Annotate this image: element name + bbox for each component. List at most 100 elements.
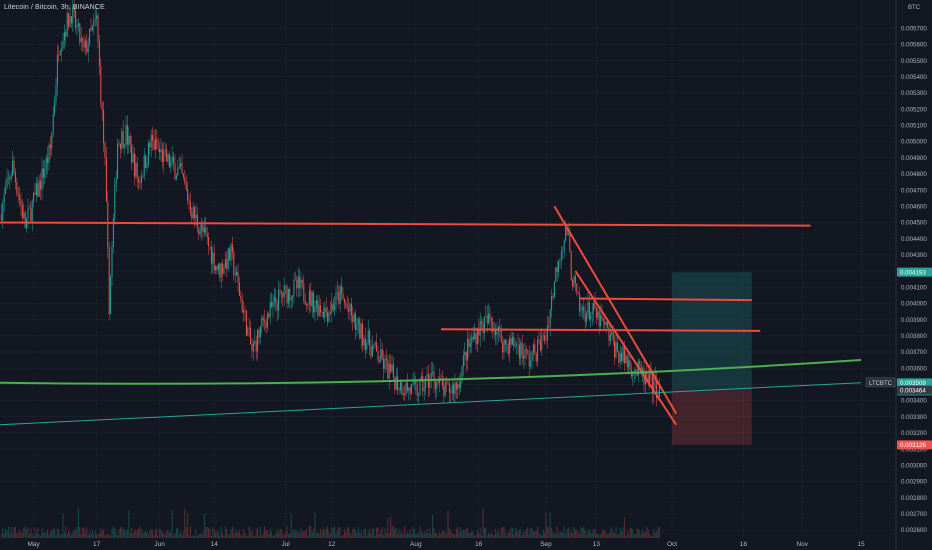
candle-body bbox=[518, 344, 520, 359]
volume-bar bbox=[465, 528, 467, 538]
candle-body bbox=[24, 212, 26, 228]
volume-bar bbox=[44, 532, 46, 538]
volume-bar bbox=[609, 530, 611, 538]
volume-bar bbox=[89, 532, 91, 538]
volume-bar bbox=[444, 530, 446, 538]
volume-bar bbox=[133, 529, 135, 538]
volume-bar bbox=[154, 530, 156, 538]
candle-body bbox=[13, 160, 15, 173]
candle-body bbox=[541, 335, 543, 351]
candle-body bbox=[623, 346, 625, 364]
candle-body bbox=[399, 382, 401, 391]
volume-bar bbox=[434, 532, 436, 538]
volume-bar bbox=[87, 534, 89, 538]
candle-body bbox=[364, 338, 366, 350]
volume-bar bbox=[387, 517, 389, 538]
y-tick-label: 0.003400 bbox=[901, 398, 927, 405]
candle-body bbox=[513, 336, 515, 347]
candle-body bbox=[89, 28, 91, 46]
candle-body bbox=[563, 240, 565, 252]
volume-bar bbox=[642, 528, 644, 538]
candle-body bbox=[90, 28, 92, 31]
candle-body bbox=[443, 385, 445, 396]
candle-body bbox=[597, 311, 599, 318]
volume-bar bbox=[20, 532, 22, 538]
volume-bar bbox=[517, 531, 519, 538]
volume-bar bbox=[27, 527, 29, 538]
candle-body bbox=[174, 163, 176, 180]
volume-bar bbox=[153, 534, 155, 538]
candle-body bbox=[420, 376, 422, 381]
candle-body bbox=[544, 335, 546, 341]
candle-body bbox=[314, 306, 316, 313]
candle-body bbox=[230, 244, 232, 261]
candle-body bbox=[331, 303, 333, 313]
candle-body bbox=[378, 360, 380, 362]
volume-bar bbox=[625, 535, 627, 538]
volume-bar bbox=[66, 533, 68, 538]
volume-bar bbox=[588, 529, 590, 538]
candle-body bbox=[566, 227, 568, 236]
candle-body bbox=[461, 366, 463, 382]
volume-bar bbox=[441, 530, 443, 538]
candle-body bbox=[203, 227, 205, 233]
volume-bar bbox=[191, 535, 193, 538]
candle-body bbox=[287, 288, 289, 304]
volume-bar bbox=[173, 535, 175, 538]
candle-body bbox=[213, 252, 215, 271]
volume-bar bbox=[619, 527, 621, 538]
candle-body bbox=[73, 6, 75, 11]
candle-body bbox=[110, 276, 112, 315]
candle-body bbox=[86, 40, 88, 53]
volume-bar bbox=[201, 534, 203, 538]
volume-bar bbox=[252, 535, 254, 538]
candle-body bbox=[244, 310, 246, 311]
candle-body bbox=[164, 149, 166, 150]
candle-body bbox=[75, 10, 77, 28]
candle-body bbox=[328, 312, 330, 322]
volume-bar bbox=[460, 527, 462, 538]
volume-bar bbox=[301, 531, 303, 538]
candle-body bbox=[292, 295, 294, 299]
volume-bar bbox=[194, 535, 196, 538]
candle-body bbox=[189, 202, 191, 213]
volume-bar bbox=[119, 527, 121, 538]
volume-bar bbox=[278, 532, 280, 538]
candle-body bbox=[97, 15, 99, 42]
candle-body bbox=[223, 268, 225, 274]
candle-body bbox=[91, 26, 93, 31]
volume-bar bbox=[41, 528, 43, 538]
volume-bar bbox=[496, 532, 498, 538]
volume-bar bbox=[160, 529, 162, 538]
volume-bar bbox=[632, 529, 634, 538]
y-tick-label: 0.005300 bbox=[901, 90, 927, 97]
candle-body bbox=[363, 338, 365, 346]
candle-body bbox=[531, 352, 533, 361]
volume-bar bbox=[93, 534, 95, 538]
candle-body bbox=[241, 298, 243, 313]
volume-bar bbox=[28, 533, 30, 538]
candle-body bbox=[273, 297, 275, 302]
candle-body bbox=[367, 330, 369, 343]
candle-body bbox=[70, 16, 72, 24]
candle-body bbox=[377, 350, 379, 361]
candle-body bbox=[455, 382, 457, 390]
y-tick-label: 0.004900 bbox=[901, 155, 927, 162]
candle-body bbox=[47, 157, 49, 163]
volume-bar bbox=[461, 531, 463, 538]
candle-body bbox=[653, 376, 655, 394]
volume-bar bbox=[189, 526, 191, 538]
x-tick-label: Jun bbox=[154, 541, 165, 548]
candle-body bbox=[546, 326, 548, 341]
candle-body bbox=[534, 344, 536, 354]
volume-bar bbox=[380, 529, 382, 538]
volume-bar bbox=[220, 527, 222, 538]
candle-body bbox=[272, 301, 274, 307]
candle-body bbox=[201, 224, 203, 231]
volume-bar bbox=[616, 534, 618, 538]
candle-body bbox=[594, 302, 596, 308]
volume-bar bbox=[520, 529, 522, 538]
y-tick-label: 0.003000 bbox=[901, 462, 927, 469]
